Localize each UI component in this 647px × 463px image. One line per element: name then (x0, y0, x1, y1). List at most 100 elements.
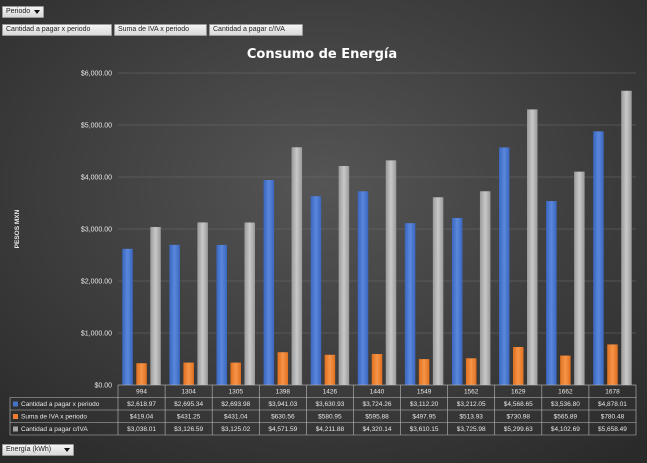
value-field-label-2: Suma de IVA x periodo (118, 26, 190, 33)
category-label: 1549 (417, 389, 432, 396)
value-field-button-2[interactable]: Suma de IVA x periodo (114, 24, 207, 36)
data-label: $780.48 (601, 414, 625, 421)
data-label: $3,630.93 (315, 401, 344, 408)
bar-iva-1398 (277, 352, 289, 385)
category-label: 1678 (605, 389, 620, 396)
bars (122, 90, 632, 386)
data-label: $730.98 (507, 414, 531, 421)
data-label: $3,941.03 (268, 401, 297, 408)
bar-pago-1662 (546, 201, 557, 385)
bar-pago-1562 (451, 217, 463, 385)
data-label: $4,568.65 (504, 401, 533, 408)
data-label: $497.95 (412, 414, 436, 421)
data-label: $431.25 (177, 414, 201, 421)
data-label: $3,610.15 (410, 426, 439, 433)
data-label: $3,212.05 (457, 401, 486, 408)
data-label: $3,725.98 (457, 426, 486, 433)
category-label: 994 (136, 389, 147, 396)
period-filter-label: Periodo (6, 8, 31, 15)
category-label: 1305 (228, 389, 243, 396)
bar-iva-1440 (371, 354, 383, 385)
value-field-label-3: Cantidad a pagar c/IVA (213, 26, 285, 33)
bar-iva-1304 (183, 362, 194, 385)
bar-pago-1629 (499, 147, 510, 385)
series-label: Suma de IVA x periodo (21, 414, 87, 421)
data-label: $4,320.14 (363, 426, 392, 433)
legend-key (13, 414, 18, 419)
data-label: $595.88 (365, 414, 389, 421)
data-label: $4,571.59 (268, 426, 297, 433)
bar-pago-1426 (310, 196, 322, 385)
period-filter-button[interactable]: Periodo (2, 6, 44, 18)
y-tick-label: $5,000.00 (81, 123, 112, 130)
bar-iva-1678 (607, 344, 618, 385)
bar-total-1562 (479, 191, 491, 385)
series-label: Cantidad a pagar x periodo (21, 401, 100, 408)
energy-row-field-label: Energía (kWh) (6, 446, 52, 453)
data-label: $513.93 (459, 414, 483, 421)
category-label: 1440 (370, 389, 385, 396)
bar-total-1440 (385, 160, 397, 385)
data-label: $4,878.01 (598, 401, 627, 408)
data-label: $580.95 (318, 414, 342, 421)
bar-pago-1440 (357, 191, 369, 385)
y-tick-label: $3,000.00 (81, 227, 112, 234)
data-label: $3,112.20 (410, 401, 439, 408)
legend-key (13, 426, 18, 432)
bar-iva-1562 (465, 358, 477, 385)
bar-pago-1678 (593, 131, 604, 385)
bar-total-994 (150, 227, 161, 385)
category-label: 1426 (323, 389, 338, 396)
data-label: $2,695.34 (174, 401, 203, 408)
bar-total-1304 (197, 222, 208, 385)
data-label: $2,618.97 (127, 401, 156, 408)
bar-pago-1549 (404, 223, 416, 385)
bar-iva-1305 (230, 362, 241, 385)
bar-iva-994 (136, 363, 147, 385)
bar-total-1678 (621, 90, 632, 386)
value-field-label-1: Cantidad a pagar x periodo (6, 26, 91, 33)
bar-total-1398 (291, 147, 303, 385)
bar-total-1629 (527, 109, 538, 385)
y-tick-label: $6,000.00 (81, 71, 112, 78)
data-label: $565.89 (554, 414, 578, 421)
category-label: 1662 (558, 389, 573, 396)
data-label: $431.04 (224, 414, 248, 421)
data-label: $3,038.01 (127, 426, 156, 433)
category-label: 1629 (511, 389, 526, 396)
legend-key (13, 401, 18, 407)
bar-pago-1304 (169, 244, 180, 385)
data-label: $3,724.26 (363, 401, 392, 408)
data-label: $3,125.02 (221, 426, 250, 433)
bar-iva-1662 (560, 355, 571, 385)
bar-iva-1549 (418, 359, 430, 385)
bar-total-1549 (432, 197, 444, 385)
y-tick-label: $2,000.00 (81, 279, 112, 286)
data-label: $4,211.88 (316, 426, 345, 433)
y-tick-label: $4,000.00 (81, 175, 112, 182)
data-label: $4,102.69 (551, 426, 580, 433)
data-label: $3,126.59 (174, 426, 203, 433)
data-label: $419.04 (130, 414, 154, 421)
value-field-button-3[interactable]: Cantidad a pagar c/IVA (209, 24, 303, 36)
value-field-button-1[interactable]: Cantidad a pagar x periodo (2, 24, 112, 36)
y-tick-label: $0.00 (94, 383, 112, 390)
chart-title: Consumo de Energía (247, 47, 397, 62)
data-label: $3,536.80 (551, 401, 580, 408)
bar-total-1426 (338, 165, 350, 385)
category-label: 1304 (181, 389, 196, 396)
data-label: $630.56 (271, 414, 295, 421)
bar-pago-1398 (263, 180, 275, 385)
bar-total-1662 (574, 171, 585, 385)
data-table: 994 1304 1305 1398 1426 1440 1549 1562 1629 1662 1… (9, 384, 637, 436)
bar-pago-1305 (216, 244, 227, 385)
bar-pago-994 (122, 248, 133, 385)
category-label: 1398 (276, 389, 291, 396)
bar-total-1305 (244, 222, 255, 385)
bar-iva-1629 (513, 346, 524, 385)
category-label: 1562 (464, 389, 479, 396)
series-label: Cantidad a pagar c/IVA (21, 426, 88, 433)
energy-row-field-button[interactable]: Energía (kWh) (2, 444, 74, 456)
